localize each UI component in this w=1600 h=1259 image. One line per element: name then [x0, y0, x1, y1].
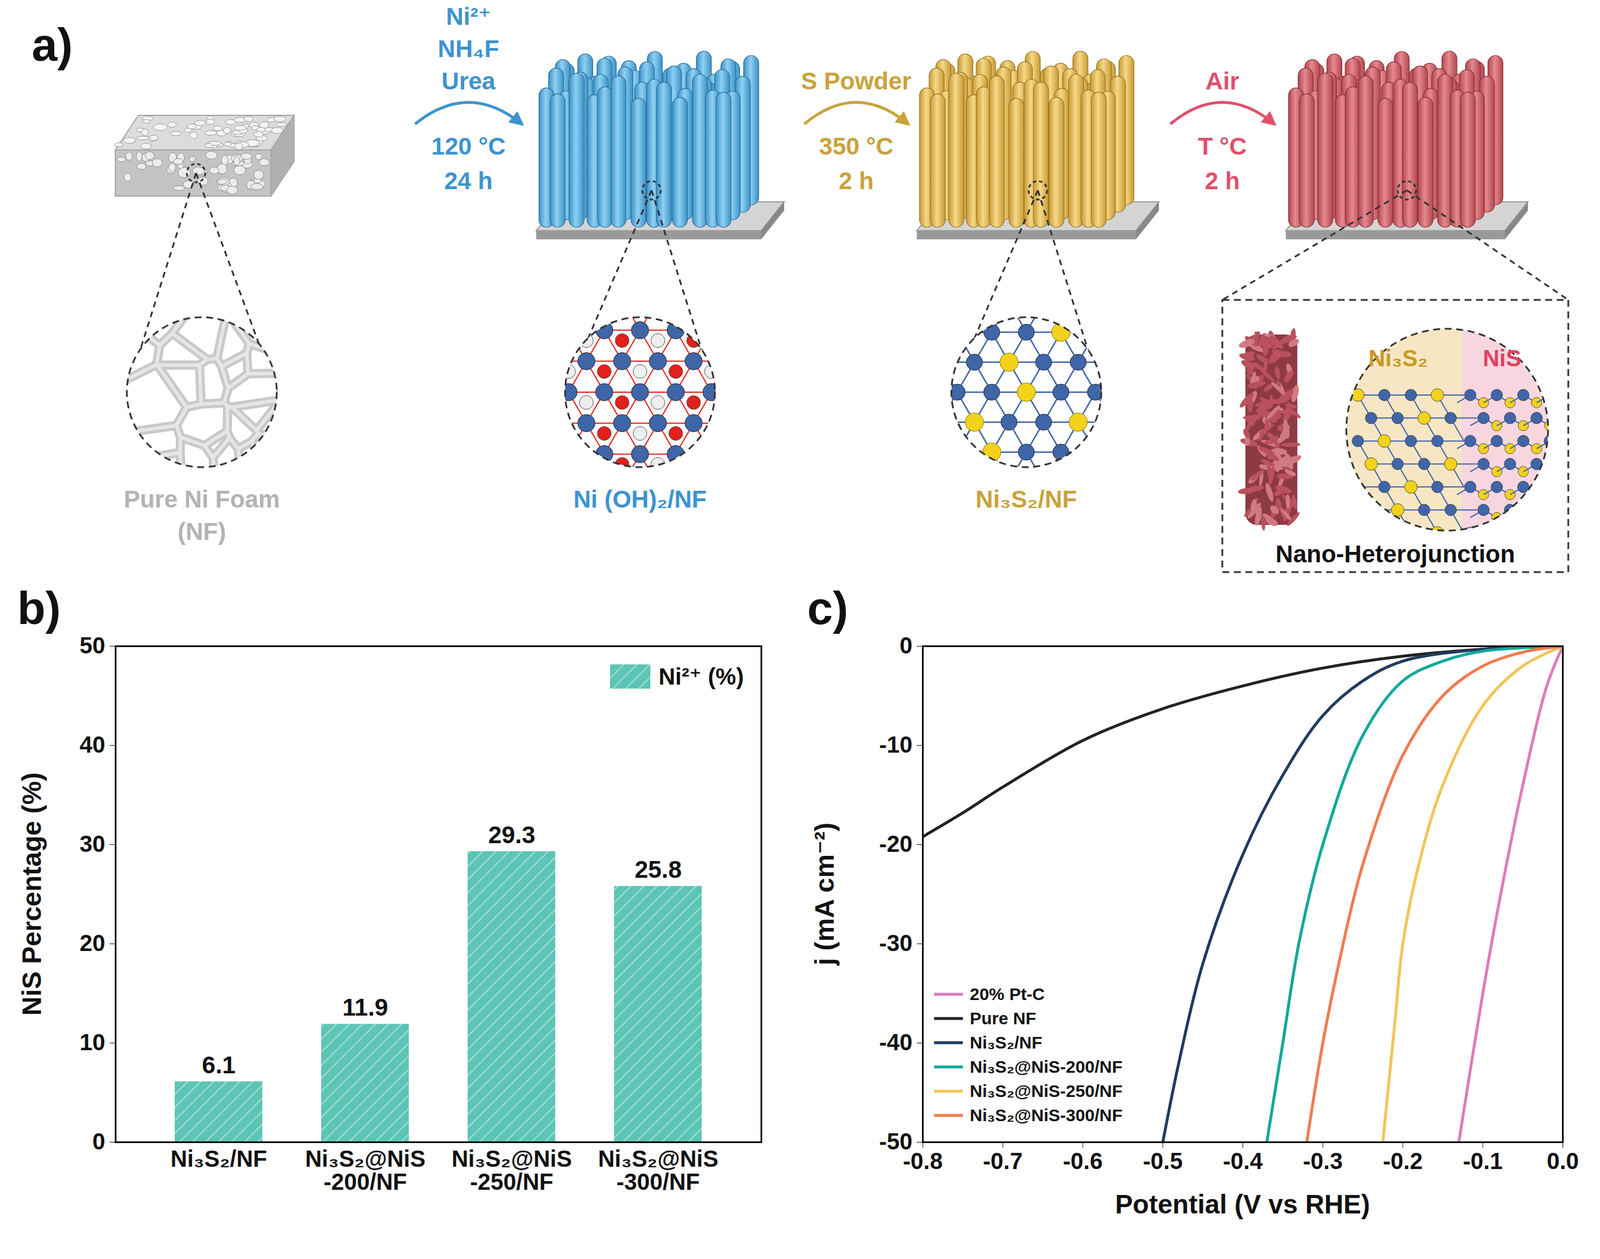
svg-text:50: 50 — [79, 632, 106, 658]
svg-text:350 °C: 350 °C — [819, 132, 894, 160]
svg-text:-0.7: -0.7 — [983, 1147, 1023, 1174]
svg-text:40: 40 — [79, 731, 106, 758]
svg-text:Pure Ni Foam: Pure Ni Foam — [123, 485, 281, 513]
svg-text:Ni₃S₂/NF: Ni₃S₂/NF — [170, 1145, 267, 1172]
svg-text:-20: -20 — [879, 830, 913, 857]
svg-text:-0.3: -0.3 — [1303, 1147, 1343, 1174]
html-text:NiS Percentage (%): NiS Percentage (%) — [16, 772, 47, 1016]
svg-text:-50: -50 — [879, 1128, 913, 1154]
svg-text:Ni (OH)₂/NF: Ni (OH)₂/NF — [573, 485, 707, 513]
svg-text:24 h: 24 h — [443, 167, 493, 195]
html-text:Ni₃S₂/NF: Ni₃S₂/NF — [969, 1032, 1043, 1052]
svg-text:2 h: 2 h — [1205, 167, 1241, 195]
html-text:20% Pt-C: 20% Pt-C — [969, 984, 1045, 1004]
svg-text:-0.4: -0.4 — [1222, 1147, 1264, 1174]
svg-text:-10: -10 — [879, 731, 913, 758]
html-text:Ni₃S₂@NiS-250/NF: Ni₃S₂@NiS-250/NF — [969, 1081, 1123, 1101]
svg-text:T °C: T °C — [1198, 132, 1247, 160]
svg-text:S Powder: S Powder — [800, 67, 911, 95]
svg-text:(NF): (NF) — [177, 517, 227, 545]
svg-text:-0.2: -0.2 — [1383, 1147, 1423, 1174]
html-text:c): c) — [807, 582, 849, 634]
svg-text:2 h: 2 h — [838, 167, 875, 195]
svg-text:Ni₃S₂: Ni₃S₂ — [1368, 345, 1429, 371]
svg-text:25.8: 25.8 — [634, 855, 683, 883]
svg-text:NH₄F: NH₄F — [437, 35, 499, 63]
svg-text:0: 0 — [92, 1128, 105, 1154]
svg-text:-0.8: -0.8 — [902, 1147, 943, 1174]
html-text:Ni₃S₂@NiS-300/NF: Ni₃S₂@NiS-300/NF — [969, 1105, 1123, 1125]
svg-text:10: 10 — [79, 1029, 106, 1055]
svg-text:Air: Air — [1205, 67, 1240, 95]
html-text:Ni²⁺ (%): Ni²⁺ (%) — [658, 663, 744, 690]
html-text:Potential (V vs RHE): Potential (V vs RHE) — [1115, 1188, 1371, 1219]
html-text:b): b) — [17, 582, 61, 634]
svg-text:0.0: 0.0 — [1546, 1147, 1580, 1174]
svg-text:Ni²⁺: Ni²⁺ — [445, 2, 491, 30]
svg-text:Nano-Heterojunction: Nano-Heterojunction — [1275, 540, 1515, 568]
svg-text:-0.1: -0.1 — [1462, 1147, 1503, 1174]
html-text:j (mA cm⁻²): j (mA cm⁻²) — [809, 822, 840, 966]
svg-text:-30: -30 — [879, 930, 913, 956]
svg-text:30: 30 — [79, 830, 106, 857]
svg-text:-0.5: -0.5 — [1142, 1147, 1183, 1174]
html-text:Pure NF: Pure NF — [969, 1008, 1037, 1028]
svg-text:11.9: 11.9 — [342, 993, 389, 1021]
svg-text:-0.6: -0.6 — [1063, 1147, 1103, 1174]
svg-text:Urea: Urea — [441, 67, 496, 95]
svg-text:120 °C: 120 °C — [431, 132, 506, 160]
svg-text:29.3: 29.3 — [488, 821, 536, 849]
svg-text:0: 0 — [899, 632, 913, 658]
svg-text:Ni₃S₂/NF: Ni₃S₂/NF — [975, 485, 1078, 513]
svg-text:Ni₃S₂@NiS-300/NF: Ni₃S₂@NiS-300/NF — [597, 1145, 719, 1195]
html-text:Ni₃S₂@NiS-200/NF: Ni₃S₂@NiS-200/NF — [969, 1056, 1123, 1076]
svg-text:-40: -40 — [879, 1029, 913, 1055]
svg-text:20: 20 — [79, 930, 106, 956]
svg-text:Ni₃S₂@NiS-200/NF: Ni₃S₂@NiS-200/NF — [305, 1145, 426, 1195]
svg-text:6.1: 6.1 — [201, 1051, 236, 1079]
svg-text:a): a) — [31, 19, 73, 71]
svg-text:Ni₃S₂@NiS-250/NF: Ni₃S₂@NiS-250/NF — [451, 1145, 572, 1195]
svg-text:NiS: NiS — [1482, 345, 1522, 371]
